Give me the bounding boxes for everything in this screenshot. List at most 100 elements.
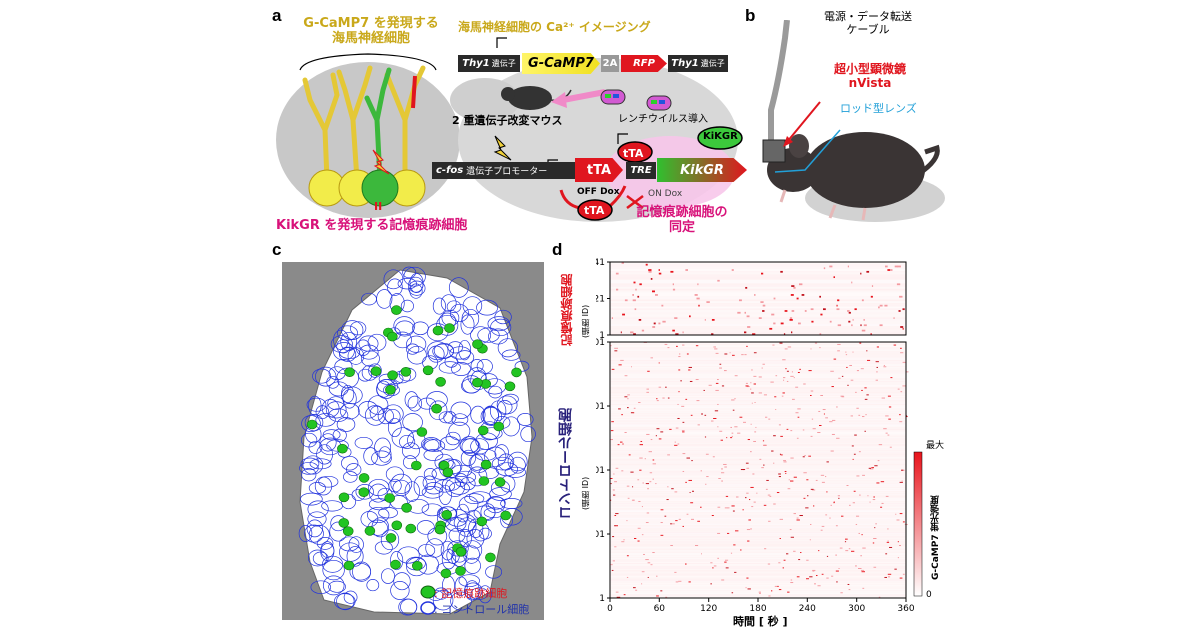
heatmap-event <box>664 515 667 517</box>
control-cell-outline <box>470 438 489 455</box>
heatmap-event <box>783 460 786 462</box>
memory-cell <box>455 566 466 576</box>
heatmap-row <box>610 301 906 303</box>
control-cell-outline <box>440 294 457 312</box>
heatmap-event <box>662 397 665 399</box>
control-cell-outline <box>464 493 485 504</box>
heatmap-event <box>783 377 786 379</box>
tre-bar: TRE <box>626 162 656 179</box>
heatmap-event <box>858 451 861 453</box>
heatmap-row <box>610 539 906 540</box>
heatmap-row <box>610 345 906 346</box>
heatmap-event <box>614 546 617 548</box>
control-cell-outline <box>404 391 419 409</box>
heatmap-row <box>610 428 906 429</box>
heatmap-row <box>610 506 906 507</box>
heatmap-event <box>723 463 727 465</box>
heatmap-event <box>821 481 825 483</box>
heatmap-row <box>610 498 906 500</box>
heatmap-row <box>610 480 906 482</box>
heatmap-row <box>610 495 906 496</box>
heatmap-event <box>855 523 858 525</box>
heatmap-event <box>717 379 719 381</box>
heatmap-row <box>610 503 906 505</box>
heatmap-event <box>695 345 699 347</box>
heatmap-event <box>727 532 730 534</box>
heatmap-event <box>730 437 733 439</box>
memory-cell <box>358 487 370 497</box>
heatmap-event <box>773 462 775 464</box>
heatmap-event <box>765 416 768 418</box>
control-cell-outline <box>485 496 506 514</box>
heatmap-event <box>680 380 682 382</box>
heatmap-row <box>610 311 906 314</box>
memory-cell <box>422 365 434 376</box>
heatmap-row <box>610 592 906 593</box>
heatmap-event <box>810 435 813 437</box>
heatmap-event <box>820 313 823 316</box>
heatmap-row <box>610 438 906 440</box>
control-cell-outline <box>326 375 340 389</box>
heatmap-event <box>783 461 785 463</box>
heatmap-event <box>639 444 643 446</box>
heatmap-event <box>780 322 784 325</box>
control-cell-outline <box>298 525 313 542</box>
heatmap-event <box>885 553 888 555</box>
heatmap-event <box>714 348 718 350</box>
heatmap-event <box>879 324 883 327</box>
control-cell-outline <box>347 347 365 365</box>
heatmap-row <box>610 588 906 590</box>
heatmap-row <box>610 553 906 554</box>
heatmap-event <box>685 563 687 565</box>
heatmap-row <box>610 364 906 366</box>
heatmap-event <box>700 470 702 472</box>
control-cell-outline <box>458 529 473 547</box>
heatmap-row <box>610 560 906 561</box>
memory-heatmap <box>610 262 906 335</box>
control-cell-outline <box>308 440 323 454</box>
heatmap-row <box>610 502 906 503</box>
control-cell-outline <box>466 509 481 523</box>
heatmap-event <box>717 403 719 405</box>
control-cell-outline <box>399 434 416 449</box>
heatmap-event <box>747 588 751 590</box>
control-cell-outline <box>446 300 462 313</box>
heatmap-event <box>847 583 850 585</box>
heatmap-event <box>869 501 871 503</box>
heatmap-event <box>887 528 889 530</box>
heatmap-event <box>811 418 814 420</box>
control-cell-outline <box>462 296 483 316</box>
heatmap-row <box>610 416 906 418</box>
heatmap-row <box>610 384 906 386</box>
heatmap-event <box>805 507 809 509</box>
heatmap-event <box>745 385 749 387</box>
legend-control-marker <box>420 601 436 615</box>
heatmap-event <box>836 437 840 439</box>
heatmap-event <box>838 497 840 499</box>
heatmap-event <box>862 547 866 549</box>
heatmap-event <box>717 279 720 282</box>
heatmap-row <box>610 347 906 348</box>
heatmap-event <box>899 295 903 298</box>
heatmap-event <box>622 443 624 445</box>
heatmap-event <box>878 596 881 598</box>
heatmap-row <box>610 570 906 572</box>
heatmap-event <box>836 581 838 583</box>
kikgr-soma <box>361 169 399 207</box>
heatmap-row <box>610 494 906 496</box>
heatmap-event <box>610 345 612 347</box>
control-cell-outline <box>454 576 468 596</box>
heatmap-row <box>610 407 906 409</box>
heatmap-event <box>758 376 762 378</box>
control-cell-outline <box>450 591 472 611</box>
heatmap-event <box>884 576 887 578</box>
heatmap-event <box>819 347 821 349</box>
heatmap-event <box>852 318 854 321</box>
heatmap-row <box>610 395 906 397</box>
heatmap-event <box>901 469 904 471</box>
heatmap-event <box>674 444 678 446</box>
heatmap-row <box>610 581 906 583</box>
heatmap-event <box>750 388 752 390</box>
heatmap-row <box>610 542 906 544</box>
heatmap-event <box>786 553 789 555</box>
